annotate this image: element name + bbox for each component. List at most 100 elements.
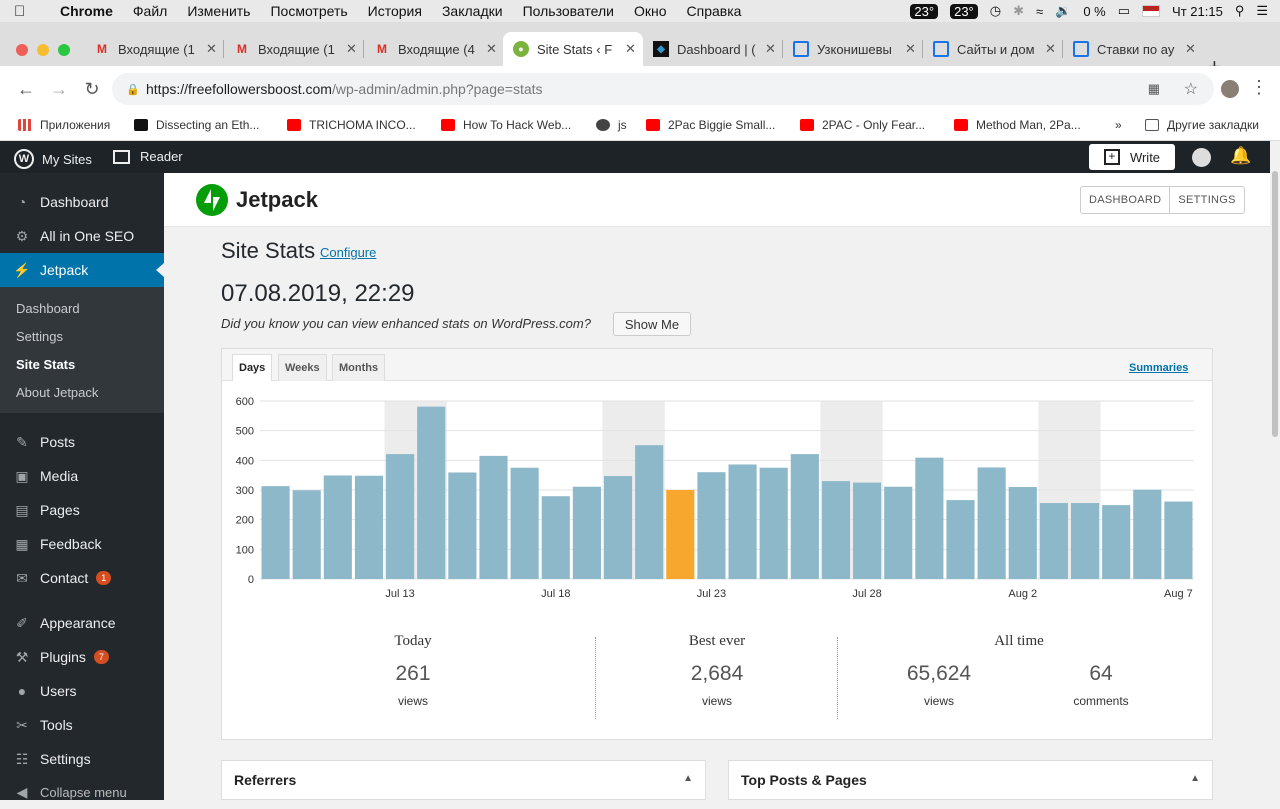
menu-bookmarks[interactable]: Закладки: [441, 3, 503, 19]
zoom-window-icon[interactable]: [58, 44, 70, 56]
menu-view[interactable]: Посмотреть: [270, 3, 348, 19]
volume-icon[interactable]: 🔉: [1055, 3, 1072, 18]
search-icon[interactable]: ⚲: [1234, 3, 1245, 18]
minimize-window-icon[interactable]: [37, 44, 49, 56]
forward-arrow-icon[interactable]: →: [50, 78, 68, 99]
close-tab-icon[interactable]: ✕: [1185, 41, 1196, 56]
bookmark-apps[interactable]: Приложения: [18, 118, 110, 132]
jetpack-dashboard-button[interactable]: DASHBOARD: [1089, 194, 1162, 206]
collapse-arrow-icon[interactable]: ▲: [1190, 773, 1200, 784]
chart-bar: [323, 475, 352, 579]
bookmark-item[interactable]: Dissecting an Eth...: [134, 118, 259, 132]
browser-tab-active[interactable]: ● Site Stats ‹ F ✕: [503, 32, 643, 66]
close-tab-icon[interactable]: ✕: [1045, 41, 1056, 56]
tab-weeks[interactable]: Weeks: [278, 354, 327, 381]
sidebar-item-contact[interactable]: ✉ Contact 1: [0, 561, 164, 595]
submenu-settings[interactable]: Settings: [16, 329, 63, 344]
close-tab-icon[interactable]: ✕: [765, 41, 776, 56]
bookmark-item[interactable]: TRICHOMA INCO...: [287, 118, 416, 132]
menu-history[interactable]: История: [367, 3, 422, 19]
menu-window[interactable]: Окно: [633, 3, 667, 19]
sidebar-item-appearance[interactable]: ✐ Appearance: [0, 606, 164, 640]
sidebar-item-jetpack[interactable]: ⚡ Jetpack: [0, 253, 164, 287]
translate-icon[interactable]: ▦: [1147, 81, 1160, 96]
collapse-menu-button[interactable]: ◀ Collapse menu: [0, 775, 164, 809]
browser-tab[interactable]: M Входящие (1 ✕: [224, 32, 364, 66]
lock-icon[interactable]: 🔒: [126, 83, 140, 96]
my-sites-link[interactable]: W My Sites: [14, 149, 92, 169]
temperature-badge-1[interactable]: 23°: [910, 3, 939, 19]
close-window-icon[interactable]: [16, 44, 28, 56]
time-machine-icon[interactable]: ◷: [989, 3, 1002, 18]
profile-avatar[interactable]: [1221, 80, 1239, 98]
apple-icon[interactable]: : [14, 3, 34, 20]
submenu-about-jetpack[interactable]: About Jetpack: [16, 385, 99, 400]
sidebar-item-posts[interactable]: ✎ Posts: [0, 425, 164, 459]
menu-help[interactable]: Справка: [686, 3, 742, 19]
url-input[interactable]: 🔒 https://freefollowersboost.com/wp-admi…: [112, 73, 1214, 105]
sidebar-item-pages[interactable]: ▤ Pages: [0, 493, 164, 527]
browser-tab[interactable]: Сайты и дом ✕: [923, 32, 1063, 66]
submenu-dashboard[interactable]: Dashboard: [16, 301, 80, 316]
bookmark-item[interactable]: js: [596, 118, 627, 132]
scrollbar-thumb[interactable]: [1272, 171, 1278, 437]
sidebar-item-tools[interactable]: ✂ Tools: [0, 708, 164, 742]
other-bookmarks[interactable]: Другие закладки: [1145, 118, 1259, 132]
reader-link[interactable]: Reader: [113, 149, 183, 164]
youtube-icon: [646, 119, 660, 131]
chrome-menu-icon[interactable]: ⋮: [1250, 77, 1268, 97]
sidebar-item-all-in-one-seo[interactable]: ⚙ All in One SEO: [0, 219, 164, 253]
wifi-icon[interactable]: ≈: [1036, 3, 1044, 19]
y-tick-label: 200: [236, 515, 254, 527]
menu-users[interactable]: Пользователи: [522, 3, 614, 19]
battery-percent[interactable]: 0 %: [1083, 3, 1106, 19]
wrench-icon: ✂: [16, 716, 28, 733]
flag-icon[interactable]: [1142, 5, 1161, 17]
bookmark-item[interactable]: 2PAC - Only Fear...: [800, 118, 925, 132]
sidebar-item-dashboard[interactable]: ◔ Dashboard: [0, 185, 164, 219]
sidebar-item-users[interactable]: ● Users: [0, 674, 164, 708]
configure-link[interactable]: Configure: [320, 245, 377, 260]
notification-center-icon[interactable]: ☰: [1256, 3, 1268, 18]
bookmark-item[interactable]: Method Man, 2Pa...: [954, 118, 1081, 132]
bookmark-item[interactable]: 2Pac Biggie Small...: [646, 118, 775, 132]
bookmark-item[interactable]: How To Hack Web...: [441, 118, 571, 132]
browser-tab[interactable]: Ставки по ау ✕: [1063, 32, 1203, 66]
close-tab-icon[interactable]: ✕: [346, 41, 357, 56]
sidebar-item-plugins[interactable]: ⚒ Plugins 7: [0, 640, 164, 674]
sidebar-item-media[interactable]: ▣ Media: [0, 459, 164, 493]
close-tab-icon[interactable]: ✕: [486, 41, 497, 56]
close-tab-icon[interactable]: ✕: [905, 41, 916, 56]
menu-edit[interactable]: Изменить: [187, 3, 251, 19]
collapse-arrow-icon[interactable]: ▲: [683, 773, 693, 784]
summaries-link[interactable]: Summaries: [1129, 362, 1189, 374]
temperature-badge-2[interactable]: 23°: [950, 3, 978, 19]
back-arrow-icon[interactable]: ←: [17, 78, 35, 99]
close-tab-icon[interactable]: ✕: [625, 41, 636, 56]
notifications-bell-icon[interactable]: 🔔: [1230, 146, 1252, 165]
menu-app-name[interactable]: Chrome: [60, 3, 113, 19]
bluetooth-icon[interactable]: ✱: [1013, 3, 1025, 18]
user-avatar-icon[interactable]: [1192, 148, 1211, 167]
close-tab-icon[interactable]: ✕: [206, 41, 217, 56]
show-me-button[interactable]: Show Me: [613, 312, 691, 336]
write-button[interactable]: + Write: [1089, 144, 1175, 170]
clock[interactable]: Чт 21:15: [1172, 3, 1223, 19]
browser-tab[interactable]: M Входящие (4 ✕: [364, 32, 504, 66]
star-icon[interactable]: ☆: [1183, 81, 1198, 98]
sidebar-item-settings[interactable]: ☷ Settings: [0, 742, 164, 776]
browser-tab[interactable]: ◆ Dashboard | ( ✕: [643, 32, 783, 66]
battery-icon[interactable]: ▭: [1117, 3, 1131, 18]
browser-tab[interactable]: Узконишевы ✕: [783, 32, 923, 66]
bookmarks-overflow-button[interactable]: »: [1115, 118, 1122, 132]
page-scrollbar[interactable]: [1270, 141, 1280, 800]
submenu-site-stats[interactable]: Site Stats: [16, 357, 76, 372]
tab-days[interactable]: Days: [232, 354, 273, 381]
reload-icon[interactable]: ↻: [84, 78, 100, 99]
browser-tab[interactable]: M Входящие (1 ✕: [84, 32, 224, 66]
plugins-update-badge: 7: [93, 650, 109, 664]
sidebar-item-feedback[interactable]: ▦ Feedback: [0, 527, 164, 561]
tab-months[interactable]: Months: [332, 354, 386, 381]
menu-file[interactable]: Файл: [132, 3, 168, 19]
jetpack-settings-button[interactable]: SETTINGS: [1169, 187, 1243, 213]
